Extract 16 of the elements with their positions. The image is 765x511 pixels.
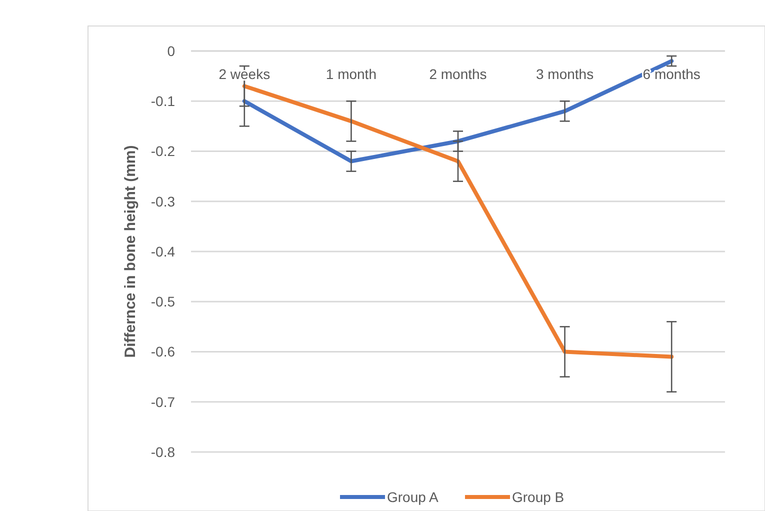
x-tick-label: 3 months [536,66,594,82]
y-tick-label: -0.5 [150,294,176,310]
legend-label: Group A [387,488,440,505]
y-tick-label: -0.7 [150,394,176,410]
y-tick-label: -0.8 [150,444,176,460]
y-tick-label: -0.2 [150,143,176,160]
y-tick-label: -0.1 [150,93,176,110]
y-tick-label: -0.6 [150,344,176,360]
legend-label: Group B [512,488,564,505]
y-tick-label: 0 [167,42,176,59]
x-tick-label: 2 months [429,66,487,82]
line-series [242,84,674,359]
x-tick-label: 1 month [326,66,376,82]
y-tick-label: -0.4 [150,243,176,260]
y-tick-label: -0.3 [150,193,176,210]
y-axis-title: Differnce in bone height (mm) [122,145,139,358]
